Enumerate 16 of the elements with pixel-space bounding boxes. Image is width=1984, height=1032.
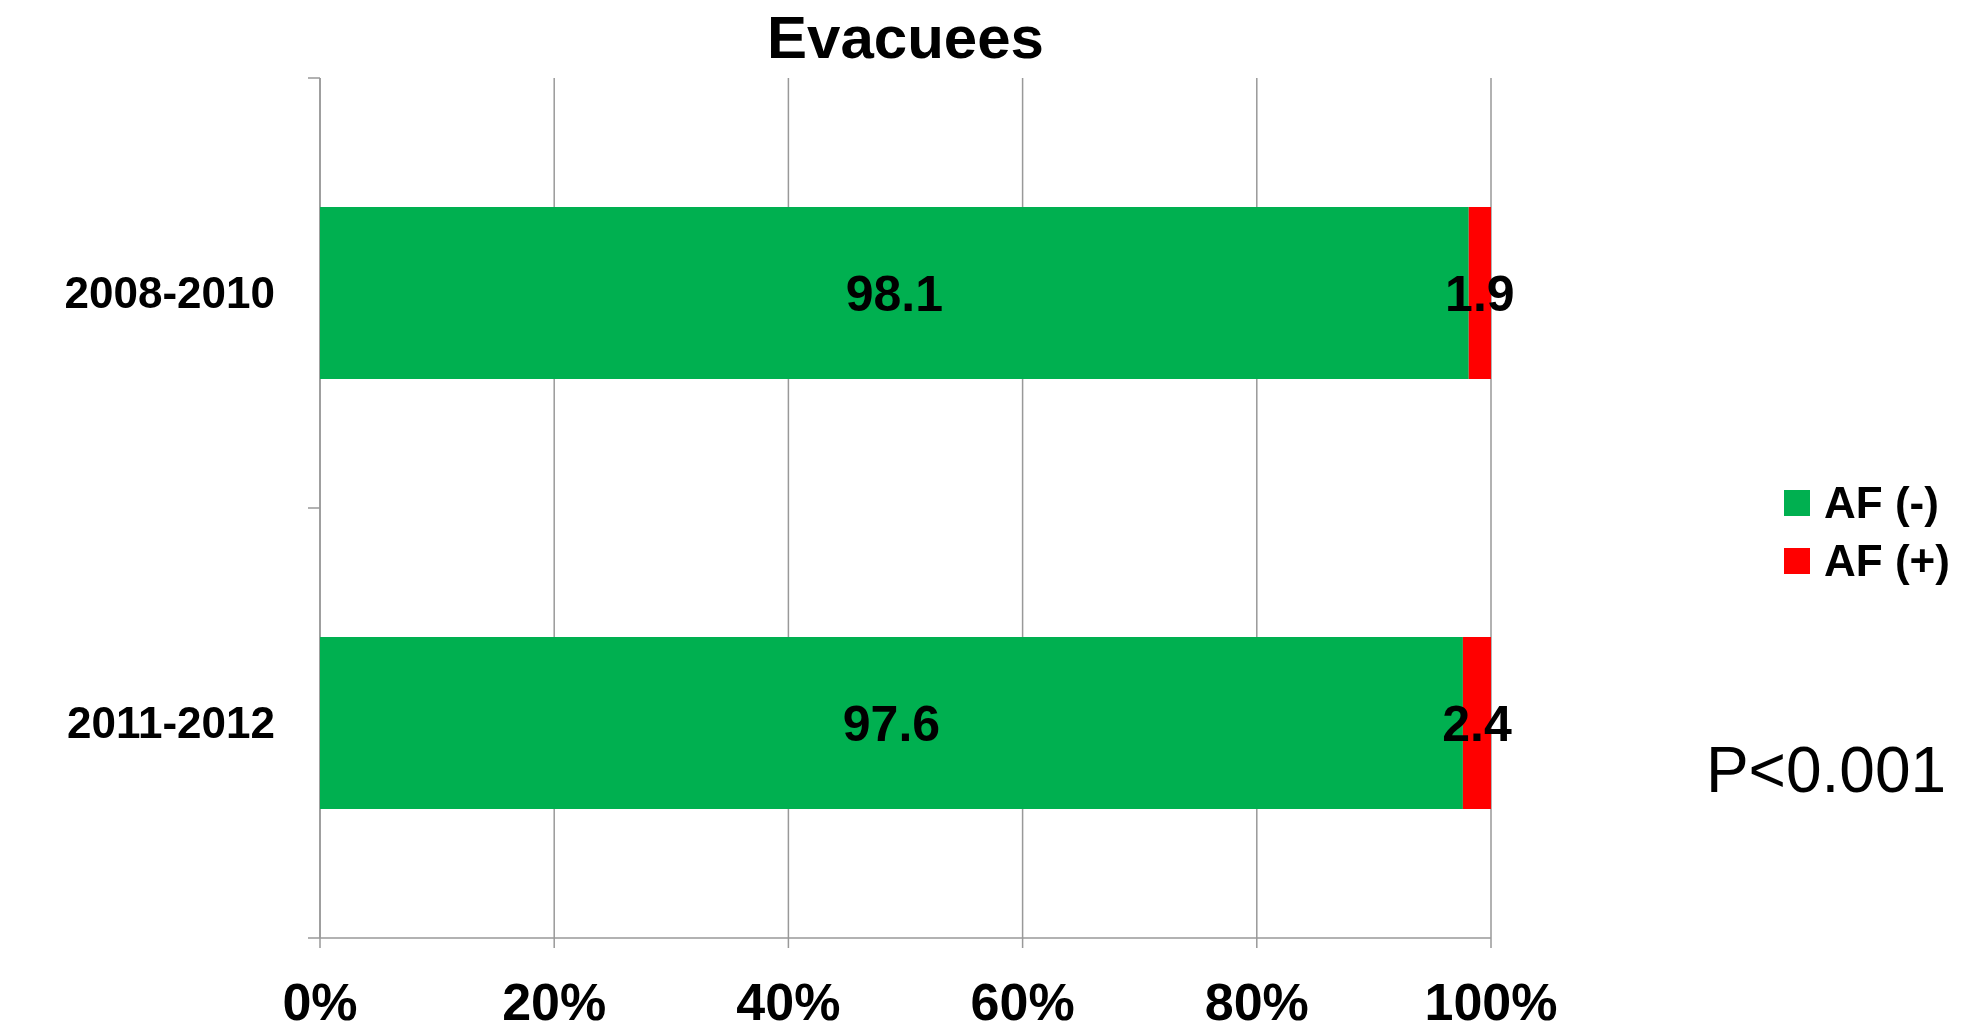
text: P<0.001 bbox=[1705, 734, 1947, 807]
x-tick-label: 40% bbox=[736, 973, 841, 1031]
x-tick-label: 0% bbox=[282, 973, 358, 1031]
x-tick-label: 100% bbox=[1424, 973, 1558, 1031]
x-tick-label: 20% bbox=[502, 973, 607, 1031]
data-label: 1.9 bbox=[1445, 265, 1515, 322]
data-label: 97.6 bbox=[842, 695, 941, 752]
x-tick-label: 80% bbox=[1204, 973, 1309, 1031]
legend-label: AF (-) bbox=[1824, 478, 1939, 528]
data-label: 98.1 bbox=[845, 265, 944, 322]
x-tick-label: 60% bbox=[970, 973, 1075, 1031]
y-tick-label: 2011-2012 bbox=[67, 698, 275, 748]
chart-title: Evacuees bbox=[767, 4, 1044, 71]
legend-label: AF (+) bbox=[1824, 536, 1950, 586]
y-tick-label: 2008-2010 bbox=[64, 268, 275, 318]
data-label: 2.4 bbox=[1442, 695, 1512, 752]
